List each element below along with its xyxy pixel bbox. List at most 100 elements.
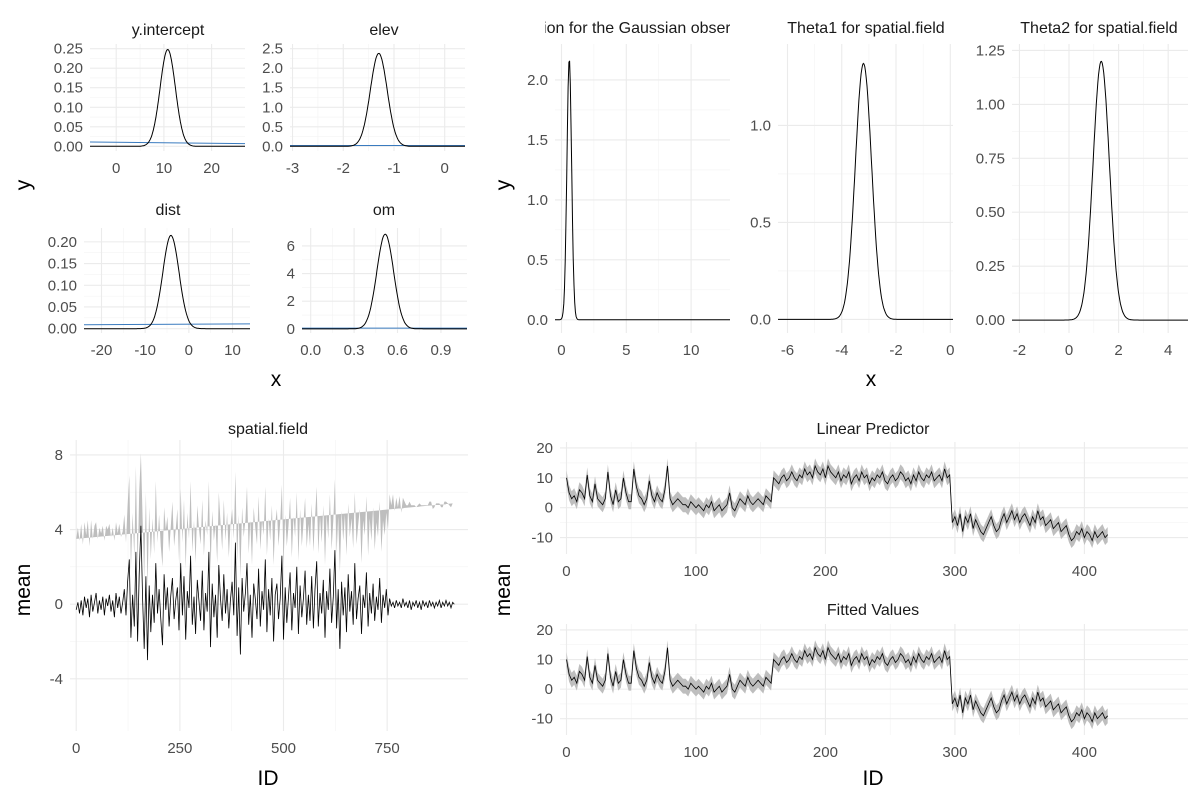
x-tick-label: -2 (1013, 342, 1026, 359)
y-tick-label: 0.5 (750, 214, 771, 231)
x-tick-label: 0 (946, 342, 954, 359)
panel-8: 0 250 500 750 -4 0 4 8 spatial.field (50, 421, 468, 757)
y-tick-label: 10 (536, 652, 553, 669)
y-tick-label: 0.10 (48, 277, 77, 294)
panel-7: -2 0 2 4 0.00 0.25 0.50 0.75 1.00 1.25 Theta2 for … (976, 20, 1188, 359)
panel-title: Linear Predictor (817, 421, 931, 438)
posterior-density-line (1012, 60, 1188, 321)
x-tick-label: -10 (134, 342, 156, 359)
prior-line (90, 141, 245, 145)
x-tick-label: 10 (683, 342, 700, 359)
x-tick-label: 250 (167, 740, 192, 757)
fixed-effects-x-label: x (271, 368, 282, 391)
x-tick-label: -4 (835, 342, 848, 359)
y-tick-label: 1.0 (527, 192, 548, 209)
y-tick-label: 6 (287, 238, 295, 255)
y-tick-label: 1.0 (262, 99, 283, 116)
panel-3: -20 -10 0 10 0.00 0.05 0.10 0.15 0.20 dist (48, 202, 250, 359)
x-tick-label: -1 (387, 160, 400, 177)
title-clip-group: Precision for the Gaussian observations (499, 20, 782, 37)
x-tick-label: 5 (622, 342, 630, 359)
x-tick-label: 200 (813, 563, 838, 580)
x-tick-label: -20 (91, 342, 113, 359)
panel-title: Precision for the Gaussian observations (499, 20, 782, 37)
x-tick-label: 0 (72, 740, 80, 757)
credible-band (566, 640, 1108, 730)
x-tick-label: 0.9 (431, 342, 452, 359)
posterior-density-line (84, 234, 250, 330)
x-tick-label: 100 (683, 563, 708, 580)
prior-line (84, 323, 250, 326)
y-tick-label: 0.0 (262, 138, 283, 155)
y-tick-label: 1.5 (527, 132, 548, 149)
panels-layer: 0 10 200.000.050.100.150.200.25y.intercept… (48, 20, 1188, 761)
spatial-field-x-label: ID (258, 767, 279, 790)
y-tick-label: 0 (55, 596, 63, 613)
y-tick-label: 0.25 (54, 41, 83, 58)
y-tick-label: 0 (545, 681, 553, 698)
y-tick-label: 0.05 (48, 299, 77, 316)
x-tick-label: 400 (1072, 744, 1097, 761)
x-tick-label: 2 (1114, 342, 1122, 359)
y-tick-label: 4 (287, 266, 295, 283)
y-tick-label: 2.0 (262, 60, 283, 77)
panel-title: y.intercept (132, 22, 205, 39)
mean-line (566, 464, 1109, 542)
x-tick-label: 400 (1072, 563, 1097, 580)
y-tick-label: 0 (287, 321, 295, 338)
x-tick-label: 200 (813, 744, 838, 761)
y-tick-label: 4 (55, 522, 63, 539)
y-tick-label: 0.5 (262, 119, 283, 136)
x-tick-label: 0 (185, 342, 193, 359)
panel-body (302, 233, 467, 330)
y-tick-label: 0.25 (976, 258, 1005, 275)
panel-title: dist (156, 202, 181, 219)
y-tick-label: 0.05 (54, 119, 83, 136)
y-tick-label: 0 (545, 500, 553, 517)
x-tick-label: 0.3 (344, 342, 365, 359)
x-tick-label: 4 (1164, 342, 1172, 359)
y-tick-label: 0.15 (48, 256, 77, 273)
y-tick-label: 2.5 (262, 41, 283, 58)
y-tick-label: 0.5 (527, 252, 548, 269)
panel-body (566, 458, 1109, 548)
panel-body (555, 60, 730, 321)
fixed-effects-y-label: y (12, 179, 35, 190)
panel-1: 0 10 20 0.00 0.05 0.10 0.15 0.20 0.25 y.intercept (54, 22, 245, 177)
y-tick-label: -10 (531, 530, 553, 547)
mean-line (566, 646, 1108, 723)
panel-body (1012, 60, 1188, 321)
x-tick-label: 750 (375, 740, 400, 757)
posterior-density-line (302, 233, 467, 330)
y-tick-label: -10 (531, 711, 553, 728)
mean-line (75, 525, 455, 661)
x-tick-label: 20 (203, 160, 220, 177)
y-tick-label: 0.15 (54, 80, 83, 97)
x-tick-label: 0 (562, 563, 570, 580)
y-tick-label: 0.20 (54, 60, 83, 77)
panel-title: Fitted Values (827, 602, 919, 619)
panel-body (290, 52, 465, 147)
panel-title: spatial.field (228, 421, 308, 438)
predictor-y-label: mean (492, 564, 515, 617)
x-tick-label: -2 (337, 160, 350, 177)
x-tick-label: 10 (156, 160, 173, 177)
spatial-field-y-label: mean (12, 564, 35, 617)
y-tick-label: -4 (50, 671, 63, 688)
x-tick-label: -2 (889, 342, 902, 359)
y-tick-label: 20 (536, 622, 553, 639)
panel-body (84, 234, 250, 330)
hyperpar-y-label: y (492, 179, 515, 190)
posterior-density-line (778, 62, 953, 320)
x-tick-label: 0 (1065, 342, 1073, 359)
y-tick-label: 2.0 (527, 72, 548, 89)
x-tick-label: 0 (557, 342, 565, 359)
y-tick-label: 0.0 (750, 311, 771, 328)
x-tick-label: 0.6 (387, 342, 408, 359)
x-tick-label: 0 (441, 160, 449, 177)
x-tick-label: 0 (112, 160, 120, 177)
panel-5: 0 5 10 0.0 0.5 1.0 1.5 2.0 Precision for the Gau… (499, 20, 782, 359)
panel-body (778, 62, 953, 320)
y-tick-label: 0.00 (54, 138, 83, 155)
